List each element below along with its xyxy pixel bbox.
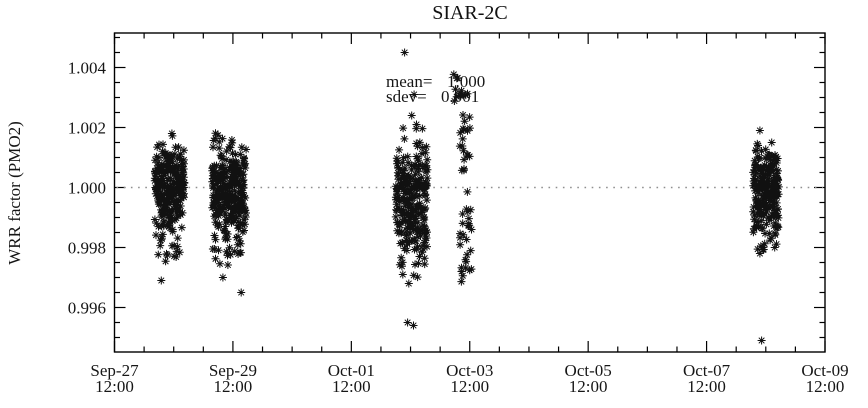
x-tick-label-date: Sep-29 [209,361,257,380]
stats-annotation: mean= 1.000 sdev= 0.001 [386,72,485,106]
x-tick-label-date: Sep-27 [90,361,139,380]
x-tick-label-time: 12:00 [569,377,608,396]
x-tick-label-time: 12:00 [95,377,134,396]
y-tick-label: 1.004 [68,59,107,78]
plot-title: SIAR-2C [432,2,508,24]
x-tick-label-date: Oct-03 [446,361,493,380]
x-tick-label-date: Oct-09 [801,361,848,380]
x-tick-label-time: 12:00 [450,377,489,396]
asterisk-markers [150,48,783,345]
sdev-label: sdev= [386,87,427,106]
x-tick-label-time: 12:00 [687,377,726,396]
mean-label: mean= [386,72,432,91]
y-tick-label: 0.996 [68,299,106,318]
x-tick-label-time: 12:00 [332,377,371,396]
y-tick-label: 1.002 [68,119,106,138]
y-axis-label: WRR factor (PMO2) [5,121,24,265]
axis-ticks [113,33,826,352]
x-tick-label-time: 12:00 [806,377,845,396]
x-tick-label-time: 12:00 [214,377,253,396]
x-tick-label-date: Oct-01 [328,361,375,380]
axes-layer: 1.0041.0021.0000.9980.996Sep-2712:00Sep-… [68,32,849,396]
x-tick-label-date: Oct-07 [683,361,731,380]
y-tick-label: 1.000 [68,179,106,198]
data-points-layer [150,48,783,345]
y-tick-label: 0.998 [68,239,106,258]
x-tick-label-date: Oct-05 [565,361,612,380]
